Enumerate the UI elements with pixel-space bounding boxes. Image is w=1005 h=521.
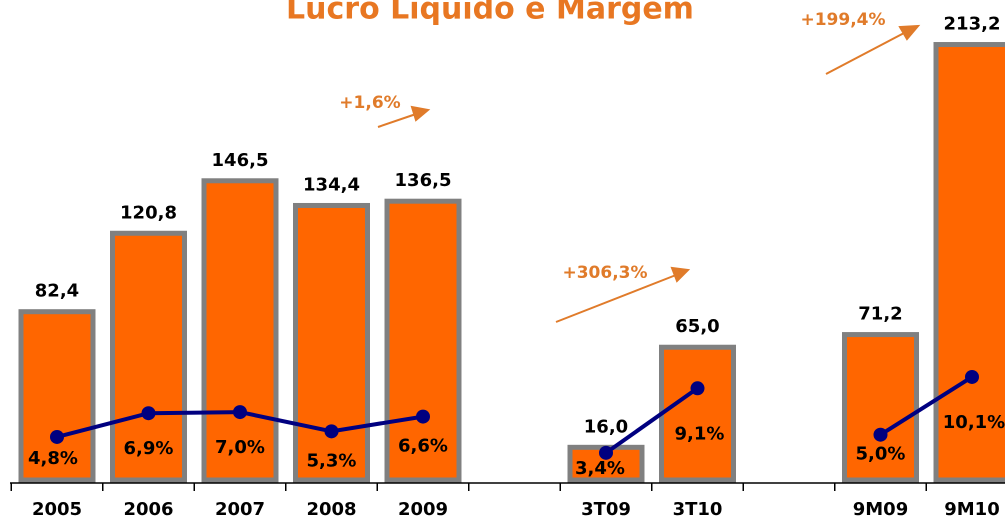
margin-line xyxy=(56,375,974,455)
x-tick-label: 3T10 xyxy=(673,499,723,520)
arrow-head xyxy=(410,105,431,122)
margin-label: 5,3% xyxy=(307,450,357,471)
x-tick-label: 3T09 xyxy=(581,499,631,520)
arrow xyxy=(555,274,677,323)
annotation: +1,6% xyxy=(339,93,400,113)
margin-point xyxy=(141,406,156,421)
margin-point xyxy=(690,381,705,396)
margin-label: 4,8% xyxy=(28,448,78,469)
bar-value-label: 82,4 xyxy=(35,281,79,302)
margin-label: 10,1% xyxy=(943,412,1005,433)
bar-value-label: 136,5 xyxy=(395,170,452,191)
margin-label: 5,0% xyxy=(856,444,906,465)
bar-value-label: 134,4 xyxy=(303,174,360,195)
margin-label: 7,0% xyxy=(215,437,265,458)
bar-value-label: 71,2 xyxy=(858,304,902,325)
arrow-head xyxy=(898,24,921,41)
annotation: +199,4% xyxy=(800,10,885,30)
margin-point xyxy=(324,424,339,439)
bar xyxy=(18,309,96,483)
bar xyxy=(293,202,370,483)
x-tick-label: 9M09 xyxy=(853,499,909,520)
bar-value-label: 120,8 xyxy=(120,202,177,223)
x-tick-label: 2007 xyxy=(215,499,265,520)
x-tick-label: 2006 xyxy=(123,499,173,520)
bar-value-label: 213,2 xyxy=(944,14,1001,35)
bar xyxy=(201,178,279,483)
bar xyxy=(842,332,919,483)
margin-point xyxy=(233,405,247,420)
margin-label: 9,1% xyxy=(675,423,725,444)
trend-arrows xyxy=(377,24,921,323)
arrow xyxy=(377,113,417,128)
bar xyxy=(933,42,1005,483)
margin-point xyxy=(965,369,979,384)
bar xyxy=(110,230,187,483)
bar xyxy=(659,344,736,483)
margin-point xyxy=(599,445,613,460)
margin-point xyxy=(873,427,888,442)
x-tick-label: 9M10 xyxy=(944,499,1000,520)
bar xyxy=(384,198,462,483)
margin-point xyxy=(416,409,430,424)
margin-label: 6,9% xyxy=(124,438,174,459)
x-tick-label: 2009 xyxy=(398,499,448,520)
bar-value-label: 65,0 xyxy=(675,316,719,337)
bar-value-label: 146,5 xyxy=(212,150,269,171)
margin-label: 6,6% xyxy=(398,436,448,457)
bar-value-label: 16,0 xyxy=(584,416,628,437)
chart-title: Lucro Líquido e Margem xyxy=(286,0,694,27)
margin-point xyxy=(50,429,64,444)
arrow-head xyxy=(670,266,691,283)
annotation: +306,3% xyxy=(562,263,647,283)
x-tick-label: 2008 xyxy=(306,499,356,520)
margin-label: 3,4% xyxy=(575,458,625,479)
arrow xyxy=(825,31,907,75)
x-tick-label: 2005 xyxy=(32,499,82,520)
